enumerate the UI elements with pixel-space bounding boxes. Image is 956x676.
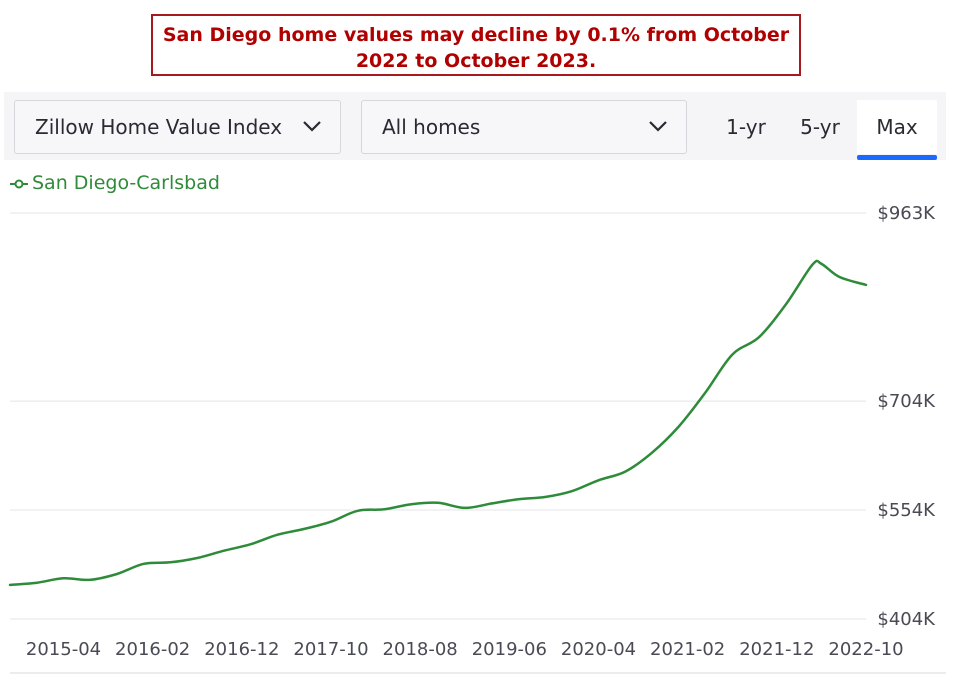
x-tick-label: 2021-12: [739, 639, 814, 660]
y-axis-ticks: $404K $554K $704K $963K: [877, 203, 936, 630]
x-tick-label: 2018-08: [383, 639, 458, 660]
x-tick-label: 2022-10: [828, 639, 903, 660]
range-max-label: Max: [876, 115, 918, 139]
y-tick-label: $404K: [877, 609, 936, 630]
home-type-select-value: All homes: [382, 115, 481, 139]
headline-banner: San Diego home values may decline by 0.1…: [151, 14, 801, 76]
x-tick-label: 2015-04: [26, 639, 101, 660]
range-1yr-button[interactable]: 1-yr: [726, 115, 766, 139]
legend-line-marker-icon: [10, 179, 28, 188]
range-max-button[interactable]: Max: [857, 100, 937, 160]
x-tick-label: 2019-06: [472, 639, 547, 660]
y-tick-label: $554K: [877, 500, 936, 521]
y-tick-label: $963K: [877, 203, 936, 224]
chart-toolbar: Zillow Home Value Index All homes 1-yr 5…: [4, 92, 946, 160]
chevron-down-icon: [649, 121, 667, 132]
x-tick-label: 2021-02: [650, 639, 725, 660]
grid-lines: [10, 212, 866, 620]
x-axis-ticks: 2015-04 2016-02 2016-12 2017-10 2018-08 2019-…: [26, 639, 904, 660]
home-type-select[interactable]: All homes: [361, 100, 687, 154]
chevron-down-icon: [303, 121, 321, 132]
range-5yr-button[interactable]: 5-yr: [800, 115, 840, 139]
x-tick-label: 2016-02: [115, 639, 190, 660]
chart-legend[interactable]: San Diego-Carlsbad: [10, 170, 220, 196]
x-tick-label: 2017-10: [293, 639, 368, 660]
active-tab-indicator: [857, 155, 937, 160]
legend-series-label: San Diego-Carlsbad: [32, 172, 220, 194]
series-line-san-diego-carlsbad[interactable]: [8, 259, 868, 587]
x-tick-label: 2020-04: [561, 639, 636, 660]
y-tick-label: $704K: [877, 391, 936, 412]
index-select[interactable]: Zillow Home Value Index: [14, 100, 341, 154]
index-select-value: Zillow Home Value Index: [35, 115, 283, 139]
x-tick-label: 2016-12: [204, 639, 279, 660]
